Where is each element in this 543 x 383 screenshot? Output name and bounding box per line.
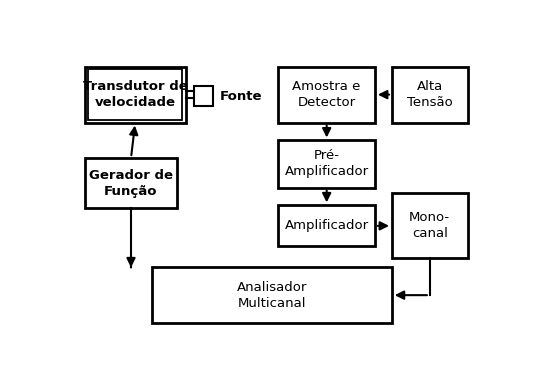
- Bar: [392, 67, 468, 123]
- Bar: [279, 67, 375, 123]
- Bar: [392, 193, 468, 258]
- Text: Amplificador: Amplificador: [285, 219, 369, 232]
- Text: Amostra e
Detector: Amostra e Detector: [293, 80, 361, 109]
- Bar: [279, 205, 375, 247]
- Bar: [152, 267, 392, 323]
- Text: Mono-
canal: Mono- canal: [409, 211, 450, 241]
- Bar: [85, 67, 186, 123]
- Bar: [88, 69, 182, 120]
- Text: Gerador de
Função: Gerador de Função: [89, 169, 173, 198]
- Text: Analisador
Multicanal: Analisador Multicanal: [237, 281, 307, 310]
- Text: Pré-
Amplificador: Pré- Amplificador: [285, 149, 369, 178]
- Text: Fonte: Fonte: [219, 90, 262, 103]
- Bar: [85, 158, 177, 208]
- Text: Alta
Tensão: Alta Tensão: [407, 80, 453, 109]
- Bar: [194, 86, 213, 106]
- Text: Transdutor de
velocidade: Transdutor de velocidade: [83, 80, 187, 109]
- Bar: [279, 140, 375, 188]
